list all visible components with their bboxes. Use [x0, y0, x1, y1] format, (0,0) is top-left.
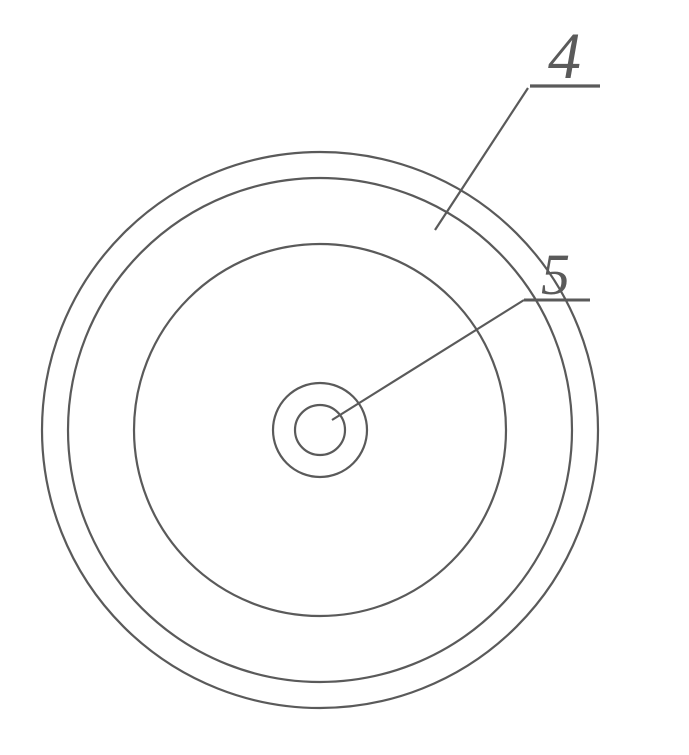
- diagram: 45: [0, 0, 689, 755]
- label-4: 4: [548, 20, 581, 93]
- label-5: 5: [541, 242, 570, 307]
- background: [0, 0, 689, 755]
